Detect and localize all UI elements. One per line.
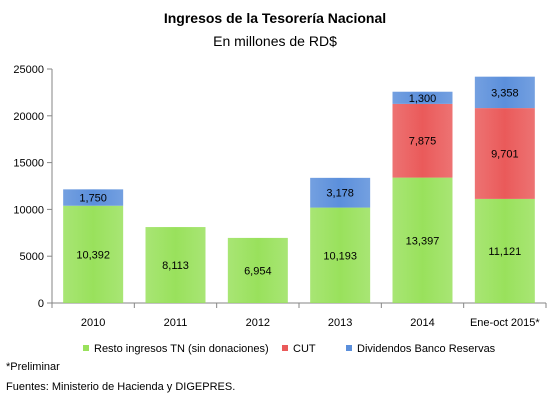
x-tick-label: Ene-oct 2015*	[470, 317, 540, 329]
bar-data-label: 11,121	[488, 246, 521, 258]
bar-segment	[474, 198, 535, 303]
x-tick-label: 2013	[328, 317, 352, 329]
bar-data-label: 3,358	[491, 87, 519, 99]
y-tick-label: 25000	[13, 64, 44, 76]
x-tick-label: 2010	[81, 317, 105, 329]
y-tick-label: 5000	[20, 251, 44, 263]
bar-data-label: 3,178	[326, 188, 354, 200]
bar-data-label: 8,113	[162, 260, 189, 272]
bar-segment	[63, 189, 124, 206]
bar-data-label: 13,397	[406, 235, 440, 247]
bar-data-label: 7,875	[409, 136, 437, 148]
chart-title: Ingresos de la Tesorería Nacional	[163, 10, 387, 26]
legend-swatch	[83, 345, 89, 351]
bar-segment	[227, 237, 288, 303]
legend-label: Dividendos Banco Reservas	[357, 343, 496, 355]
bar-data-label: 10,193	[323, 250, 357, 262]
bar-data-label: 1,750	[79, 193, 107, 205]
legend-label: Resto ingresos TN (sin donaciones)	[94, 343, 269, 355]
legend-swatch	[346, 345, 352, 351]
y-tick-label: 15000	[13, 158, 44, 170]
bar-segment	[392, 91, 453, 104]
y-tick-label: 20000	[13, 111, 44, 123]
bar-segment	[392, 177, 453, 303]
sources-note: Fuentes: Ministerio de Hacienda y DIGEPR…	[6, 381, 236, 393]
bar-segment	[145, 227, 206, 303]
bar-segment	[310, 207, 371, 303]
chart-subtitle: En millones de RD$	[213, 33, 337, 49]
bar-data-label: 1,300	[409, 93, 437, 105]
y-tick-label: 10000	[13, 204, 44, 216]
legend-swatch	[282, 345, 288, 351]
bar-segment	[310, 177, 371, 208]
bar-segment	[63, 205, 124, 303]
preliminary-note: *Preliminar	[6, 361, 60, 373]
x-tick-label: 2011	[164, 317, 188, 329]
bar-data-label: 10,392	[76, 249, 110, 261]
bar-segment	[474, 76, 535, 109]
bar-segment	[392, 103, 453, 178]
bar-segment	[474, 108, 535, 199]
bar-data-label: 6,954	[244, 265, 272, 277]
x-tick-label: 2012	[246, 317, 270, 329]
x-tick-label: 2014	[410, 317, 434, 329]
y-tick-label: 0	[38, 298, 44, 310]
legend-label: CUT	[293, 343, 316, 355]
bar-data-label: 9,701	[491, 149, 519, 161]
